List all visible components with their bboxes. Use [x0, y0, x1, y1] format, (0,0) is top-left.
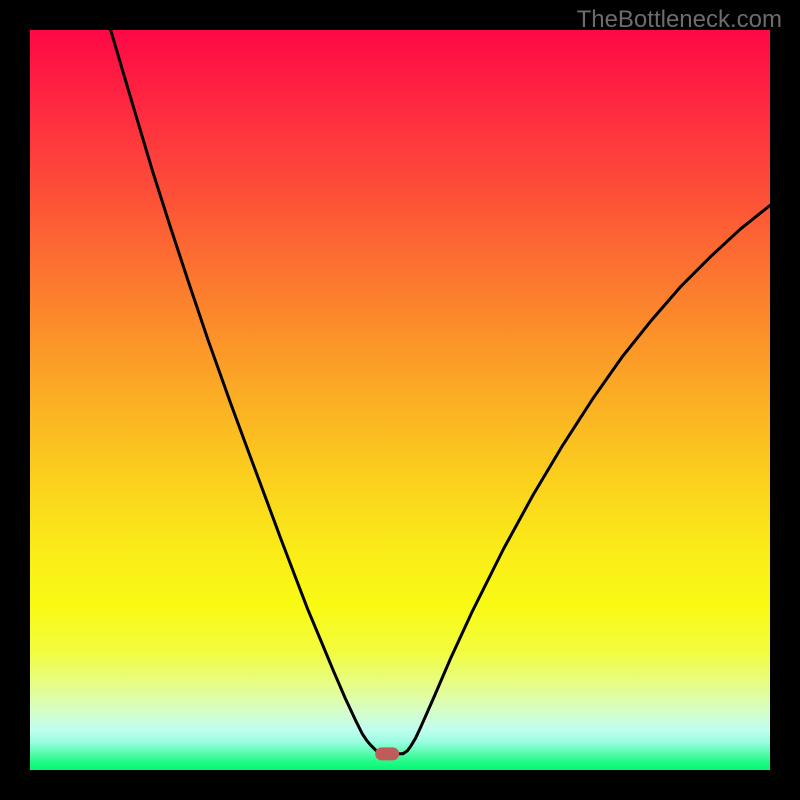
chart-container: { "watermark": { "text": "TheBottleneck.…: [0, 0, 800, 800]
minimum-marker: [376, 747, 400, 760]
bottleneck-curve: [111, 30, 770, 754]
plot-area: [30, 30, 770, 770]
curve-layer: [30, 30, 770, 770]
